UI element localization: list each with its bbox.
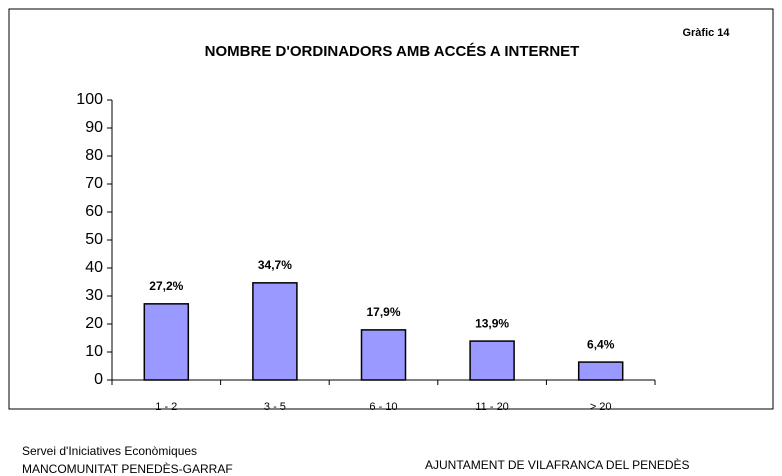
y-tick-label: 100 bbox=[76, 91, 103, 108]
figure-label: Gràfic 14 bbox=[682, 27, 730, 39]
value-label: 34,7% bbox=[258, 258, 292, 272]
x-tick-label: 6 - 10 bbox=[369, 401, 397, 413]
value-label: 6,4% bbox=[587, 337, 615, 351]
y-tick-label: 50 bbox=[85, 231, 103, 248]
bar bbox=[252, 282, 298, 381]
x-tick-label: 1 - 2 bbox=[155, 401, 177, 413]
y-tick-label: 90 bbox=[85, 119, 103, 136]
footer-text: AJUNTAMENT DE VILAFRANCA DEL PENEDÈS bbox=[425, 457, 690, 472]
bar bbox=[577, 361, 624, 381]
y-tick-label: 0 bbox=[94, 371, 103, 388]
y-tick-label: 70 bbox=[85, 175, 103, 192]
y-tick-label: 60 bbox=[85, 203, 103, 220]
y-tick-label: 80 bbox=[85, 147, 103, 164]
y-tick-label: 40 bbox=[85, 259, 103, 276]
y-tick-label: 30 bbox=[85, 287, 103, 304]
footer-text: MANCOMUNITAT PENEDÈS-GARRAF bbox=[22, 461, 233, 476]
bar bbox=[143, 303, 190, 381]
x-tick-label: > 20 bbox=[590, 401, 612, 413]
footer-text: Servei d'Iniciatives Econòmiques bbox=[22, 444, 197, 458]
value-label: 17,9% bbox=[366, 305, 400, 319]
value-label: 13,9% bbox=[475, 316, 509, 330]
bar bbox=[360, 329, 407, 381]
value-label: 27,2% bbox=[149, 279, 183, 293]
y-tick-label: 10 bbox=[85, 343, 103, 360]
chart-title: NOMBRE D'ORDINADORS AMB ACCÉS A INTERNET bbox=[205, 43, 580, 60]
y-tick-label: 20 bbox=[85, 315, 103, 332]
bar bbox=[469, 340, 515, 381]
x-tick-label: 3 - 5 bbox=[264, 401, 286, 413]
x-tick-label: 11 - 20 bbox=[475, 401, 508, 413]
